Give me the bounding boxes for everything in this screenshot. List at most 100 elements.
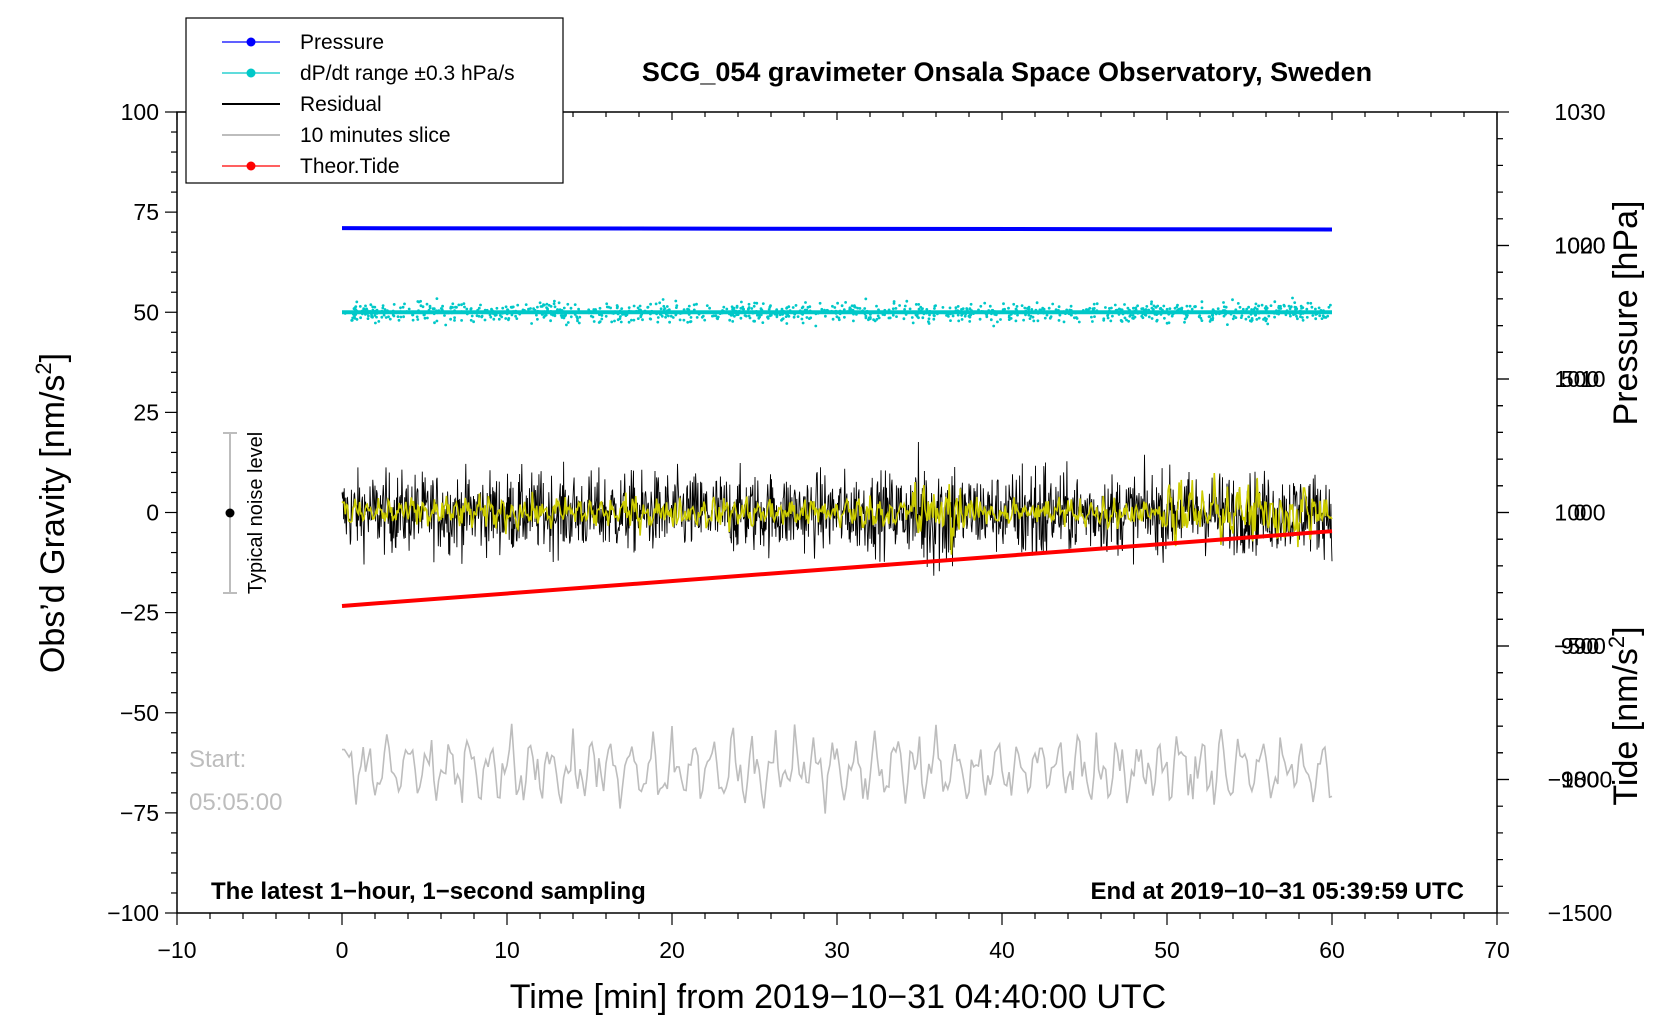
- dpdt-point: [956, 313, 960, 317]
- dpdt-point: [619, 315, 622, 318]
- dpdt-point: [863, 307, 867, 310]
- dpdt-point: [515, 317, 519, 320]
- dpdt-point: [432, 312, 436, 316]
- dpdt-point: [778, 313, 782, 317]
- dpdt-point: [901, 310, 905, 314]
- dpdt-point: [932, 317, 936, 321]
- dpdt-point: [1257, 311, 1261, 315]
- dpdt-point: [618, 309, 622, 313]
- dpdt-point: [1009, 317, 1013, 320]
- pressure-tick-label: 980: [1561, 767, 1599, 793]
- dpdt-point: [983, 301, 987, 305]
- dpdt-point: [1288, 312, 1292, 315]
- dpdt-point: [1136, 311, 1140, 315]
- dpdt-point: [1170, 314, 1174, 318]
- dpdt-point: [785, 322, 789, 325]
- dpdt-point: [381, 304, 385, 307]
- dpdt-point: [600, 317, 604, 321]
- dpdt-point: [1298, 309, 1302, 313]
- dpdt-point: [371, 308, 375, 312]
- dpdt-point: [636, 317, 640, 320]
- dpdt-point: [805, 308, 809, 312]
- dpdt-point: [1140, 307, 1144, 311]
- dpdt-point: [1127, 319, 1130, 323]
- y-axis-tide-title: Tide [nm/s2]: [1604, 626, 1645, 805]
- dpdt-point: [1108, 309, 1111, 313]
- pressure-tick-label: 1020: [1554, 233, 1605, 259]
- dpdt-point: [615, 306, 619, 310]
- dpdt-point: [1200, 300, 1204, 304]
- dpdt-point: [821, 311, 825, 314]
- dpdt-point: [1231, 298, 1234, 302]
- dpdt-point: [1226, 323, 1229, 326]
- dpdt-point: [969, 302, 973, 306]
- dpdt-point: [1158, 311, 1161, 314]
- dpdt-point: [391, 309, 395, 313]
- dpdt-point: [1023, 306, 1027, 310]
- dpdt-point: [364, 304, 367, 308]
- dpdt-point: [947, 315, 950, 318]
- dpdt-point: [689, 320, 693, 323]
- dpdt-point: [477, 306, 481, 310]
- noise-level-label: Typical noise level: [245, 432, 267, 594]
- dpdt-point: [695, 302, 698, 306]
- dpdt-point: [1227, 310, 1231, 314]
- dpdt-point: [891, 307, 895, 311]
- dpdt-point: [1309, 301, 1313, 305]
- dpdt-point: [490, 307, 493, 311]
- dpdt-point: [1314, 313, 1318, 316]
- dpdt-point: [1265, 306, 1269, 310]
- dpdt-point: [566, 321, 570, 324]
- dpdt-point: [1275, 309, 1278, 312]
- dpdt-point: [536, 305, 539, 309]
- dpdt-point: [794, 304, 798, 307]
- dpdt-point: [805, 316, 809, 319]
- dpdt-point: [1219, 311, 1223, 315]
- dpdt-point: [662, 304, 666, 308]
- dpdt-point: [510, 313, 514, 317]
- dpdt-point: [535, 313, 538, 317]
- dpdt-point: [380, 309, 384, 313]
- dpdt-point: [343, 312, 347, 315]
- dpdt-point: [373, 314, 377, 317]
- dpdt-point: [934, 304, 937, 307]
- dpdt-point: [1134, 306, 1138, 310]
- y-axis-pressure-title: Pressure [hPa]: [1607, 201, 1645, 426]
- dpdt-point: [419, 304, 423, 308]
- dpdt-point: [1117, 310, 1120, 314]
- dpdt-point: [500, 315, 504, 319]
- dpdt-point: [801, 321, 805, 325]
- dpdt-point: [656, 320, 660, 324]
- dpdt-point: [1255, 307, 1259, 311]
- dpdt-point: [1305, 315, 1309, 319]
- dpdt-point: [638, 304, 642, 308]
- dpdt-point: [731, 311, 735, 315]
- dpdt-point: [422, 310, 426, 314]
- dpdt-point: [627, 306, 631, 309]
- dpdt-point: [888, 316, 892, 320]
- dpdt-point: [942, 311, 946, 315]
- dpdt-point: [669, 314, 673, 318]
- dpdt-point: [712, 314, 716, 318]
- dpdt-point: [664, 315, 667, 319]
- dpdt-point: [914, 303, 918, 306]
- dpdt-point: [435, 309, 438, 313]
- dpdt-point: [786, 311, 790, 315]
- dpdt-point: [1159, 306, 1163, 310]
- y-axis-pressure: 980 990 1000 1010 1020 1030: [1497, 99, 1606, 793]
- dpdt-point: [1106, 314, 1109, 317]
- dpdt-point: [903, 308, 906, 311]
- dpdt-point: [1102, 317, 1106, 321]
- dpdt-point: [1062, 320, 1066, 324]
- dpdt-point: [1147, 308, 1151, 312]
- dpdt-point: [469, 318, 473, 322]
- dpdt-point: [451, 302, 455, 306]
- dpdt-point: [381, 306, 385, 310]
- dpdt-point: [1068, 308, 1072, 312]
- dpdt-point: [1028, 317, 1032, 320]
- dpdt-point: [1051, 302, 1055, 306]
- dpdt-point: [1092, 308, 1095, 312]
- dpdt-point: [1125, 318, 1128, 322]
- dpdt-point: [377, 310, 381, 314]
- dpdt-point: [417, 311, 420, 314]
